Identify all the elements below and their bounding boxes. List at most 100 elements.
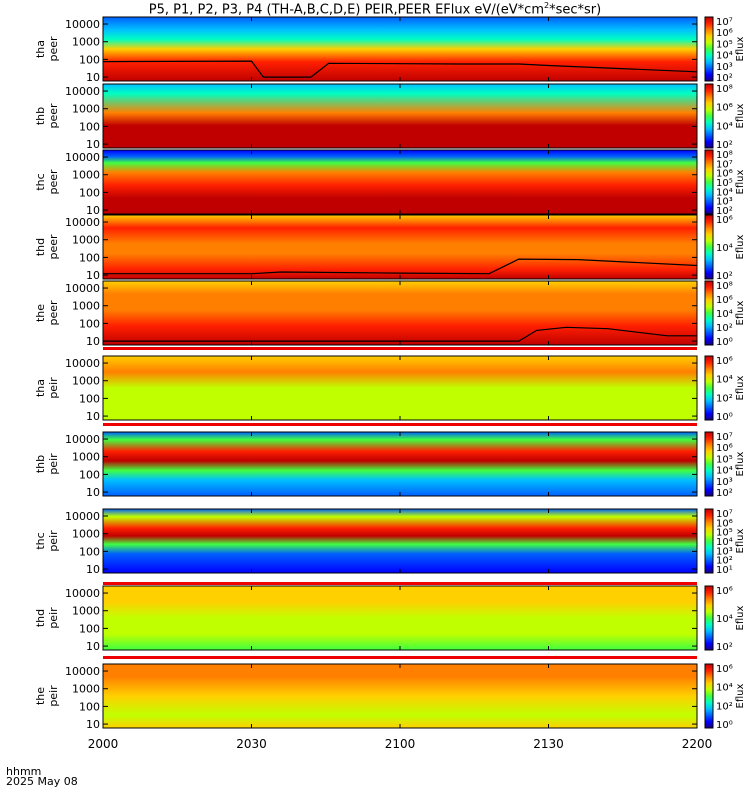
colorbar-tick-label: 10⁴ [716,121,733,132]
colorbar-tick-label: 10³ [716,546,733,557]
colorbar-tick-label: 10⁴ [716,614,733,625]
panel-separator [103,656,697,659]
colorbar-tick-label: 10⁵ [716,178,733,189]
colorbar-tick-label: 10² [716,556,733,567]
spectrogram-image [103,84,697,148]
y-tick-label: 10000 [65,510,100,523]
colorbar-tick-label: 10² [716,701,733,712]
colorbar-tick-label: 10³ [716,62,733,73]
spectrogram-image [103,509,697,573]
y-axis-label: peer [47,234,60,260]
panel-thc-peer: 10 100 1000 10000 thc peer 10²10³10⁴10⁵10⁶10⁷1… [34,149,746,217]
y-tick-label: 100 [79,468,100,481]
y-tick-label: 10000 [65,282,100,295]
y-tick-label: 10 [86,410,100,423]
colorbar-label: Eflux [735,169,746,194]
colorbar-tick-label: 10⁶ [716,443,733,454]
y-axis-label: peer [47,36,60,62]
y-axis-label: peir [47,453,60,475]
y-tick-label: 10 [86,335,100,348]
colorbar [704,508,714,574]
colorbar-tick-label: 10² [716,140,733,151]
y-tick-label: 1000 [72,683,100,696]
y-tick-label: 10 [86,71,100,84]
colorbar-tick-label: 10⁷ [716,17,733,28]
colorbar-tick-label: 10⁴ [716,683,733,694]
spectrogram-image [103,215,697,279]
y-tick-label: 100 [79,120,100,133]
y-tick-label: 10 [86,563,100,576]
colorbar-tick-label: 10⁶ [716,215,733,226]
colorbar-tick-label: 10⁸ [716,150,733,161]
colorbar-label: Eflux [735,451,746,476]
colorbar-tick-label: 10² [716,206,733,217]
y-tick-label: 10 [86,269,100,282]
y-axis-label: peir [47,685,60,707]
panel-the-peer: 10 100 1000 10000 the peer 10⁰ 10² 10⁴ 10⁶ 10⁸Eflu… [34,280,746,348]
spectrogram-image [103,17,697,81]
colorbar-tick-label: 10⁶ [716,356,733,367]
colorbar-tick-label: 10⁴ [716,51,733,62]
spectrogram-image [103,586,697,650]
y-tick-label: 100 [79,251,100,264]
colorbar-tick-label: 10⁴ [716,187,733,198]
colorbar-label: Eflux [735,36,746,61]
y-tick-label: 1000 [72,234,100,247]
y-axis-label: thd [34,238,47,256]
panel-thc-peir: 10 100 1000 10000 thc peir 10¹10²10³10⁴10⁵10⁶1… [34,508,746,576]
y-tick-label: 1000 [72,169,100,182]
date-label: 2025 May 08 [6,775,78,788]
y-axis-label: tha [34,379,47,397]
y-axis-label: tha [34,40,47,58]
spectrogram-image [103,356,697,420]
y-axis-label: thb [34,455,47,473]
colorbar-tick-label: 10⁴ [716,466,733,477]
colorbar [704,16,714,82]
colorbar-label: Eflux [735,234,746,259]
colorbar-label: Eflux [735,605,746,630]
y-axis-label: the [34,687,47,705]
y-tick-label: 10000 [65,151,100,164]
y-tick-label: 100 [79,700,100,713]
colorbar-tick-label: 10⁷ [716,159,733,170]
y-tick-label: 10 [86,138,100,151]
y-axis-label: peir [47,607,60,629]
y-axis-label: thc [34,173,47,190]
x-tick-label: 2200 [682,737,713,751]
panel-gap [103,345,697,356]
y-tick-label: 10 [86,204,100,217]
x-tick-label: 2130 [533,737,564,751]
spectrogram-image [103,432,697,496]
colorbar-tick-label: 10⁶ [716,169,733,180]
colorbar-tick-label: 10⁵ [716,454,733,465]
colorbar-label: Eflux [735,375,746,400]
colorbar-label: Eflux [735,683,746,708]
panel-thb-peir: 10 100 1000 10000 thb peir 10²10³10⁴10⁵10⁶10⁷E… [34,431,746,499]
colorbar [704,83,714,149]
y-tick-label: 100 [79,317,100,330]
y-axis-label: peir [47,377,60,399]
x-tick-label: 2000 [88,737,119,751]
y-axis-label: peer [47,300,60,326]
colorbar-tick-label: 10⁸ [716,281,733,292]
y-axis-label: peer [47,103,60,129]
colorbar-tick-label: 10⁷ [716,432,733,443]
panel-separator [103,423,697,426]
y-tick-label: 10000 [65,85,100,98]
colorbar-tick-label: 10² [716,271,733,282]
colorbar-tick-label: 10² [716,642,733,653]
colorbar-tick-label: 10⁰ [716,337,733,348]
colorbar-label: Eflux [735,103,746,128]
y-axis-label: peer [47,169,60,195]
y-tick-label: 1000 [72,528,100,541]
colorbar-tick-label: 10⁵ [716,528,733,539]
y-tick-label: 1000 [72,36,100,49]
colorbar-tick-label: 10⁶ [716,664,733,675]
y-tick-label: 100 [79,186,100,199]
colorbar [704,663,714,729]
colorbar-tick-label: 10² [716,393,733,404]
y-tick-label: 1000 [72,375,100,388]
